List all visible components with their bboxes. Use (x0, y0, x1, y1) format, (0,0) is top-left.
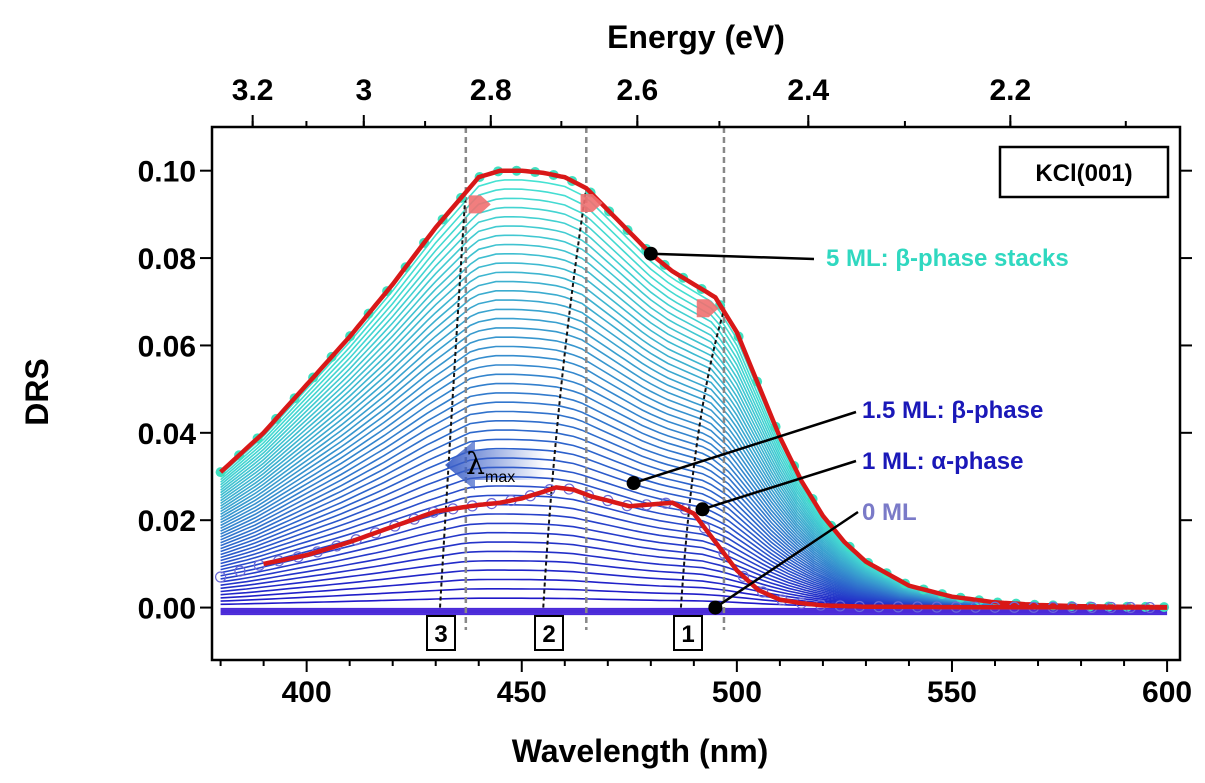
y-tick-label: 0.04 (138, 418, 197, 451)
lambda-max-arrow: λmax (445, 440, 545, 490)
series-5ml-line (219, 168, 1168, 610)
annotation-label: 5 ML: β-phase stacks (826, 245, 1069, 272)
series-1-5ml-line (263, 485, 1168, 610)
annotation-leader (633, 410, 857, 485)
annotation-dot (626, 476, 641, 491)
top-axis-title: Energy (eV) (607, 19, 785, 55)
annotation-label: 1 ML: α-phase (862, 448, 1023, 475)
peak-box (673, 615, 703, 651)
series-1-5ml-point (718, 547, 730, 560)
series-1-5ml-point (234, 565, 246, 577)
energy-tick-label: 2.6 (616, 74, 658, 107)
peak-box (426, 615, 456, 651)
lambda-max-label: λmax (466, 447, 515, 486)
y-tick-label: 0.06 (138, 330, 196, 363)
annotation-dot (695, 502, 710, 517)
peak-track-line (439, 188, 467, 608)
peak-box-label: 1 (681, 621, 694, 648)
x-tick-label: 550 (927, 676, 977, 709)
series-1-5ml-point (737, 570, 749, 582)
series-1-5ml-point (215, 571, 227, 583)
y-tick-label: 0.10 (138, 156, 196, 189)
peak-track-line (679, 310, 725, 608)
peak-shift-marker (580, 194, 603, 213)
annotation-dot (708, 600, 723, 615)
peak-shift-marker (696, 299, 719, 318)
annotations: 5 ML: β-phase stacks 1.5 ML: β-phase 1 ML:… (626, 245, 1069, 615)
annotation-leader (714, 510, 859, 609)
energy-tick-label: 3 (355, 74, 372, 107)
peak-track-line (542, 188, 588, 608)
energy-tick-label: 3.2 (232, 74, 274, 107)
x-tick-label: 500 (712, 676, 762, 709)
spectrum-line (220, 531, 1168, 608)
annotation-dot (643, 246, 658, 261)
spectrum-line (220, 410, 1168, 608)
energy-tick-label: 2.4 (787, 74, 829, 107)
x-tick-label: 450 (497, 676, 547, 709)
peak-box-label: 2 (542, 621, 555, 648)
x-axis-ticks: 400 450 500 550 600 (219, 660, 1192, 709)
annotation-label: 1.5 ML: β-phase (862, 397, 1043, 424)
x-tick-label: 400 (282, 676, 332, 709)
plot-frame (210, 125, 1182, 662)
annotation-leader (702, 459, 857, 511)
substrate-label: KCl(001) (1035, 160, 1132, 187)
x-tick-label: 600 (1142, 676, 1192, 709)
peak-boxes: 3 2 1 (426, 615, 703, 651)
energy-tick-label: 2.8 (470, 74, 512, 107)
peak-box (534, 615, 564, 651)
series-1-5ml-point (699, 522, 711, 534)
series-layer (215, 165, 1170, 614)
annotation-label: 0 ML (862, 499, 917, 526)
y-axis-title: DRS (19, 358, 55, 426)
y-tick-label: 0.08 (138, 243, 196, 276)
y-tick-label: 0.02 (138, 505, 196, 538)
energy-axis-ticks: 3.2 3 2.8 2.6 2.4 2.2 (232, 74, 1127, 127)
energy-tick-label: 2.2 (989, 74, 1031, 107)
peak-box-label: 3 (434, 621, 447, 648)
annotation-leader (650, 252, 815, 261)
y-tick-label: 0.00 (138, 593, 196, 626)
x-axis-title: Wavelength (nm) (512, 733, 769, 769)
substrate-label-box: KCl(001) (998, 145, 1170, 199)
y-axis-ticks: 0.00 0.02 0.04 0.06 0.08 0.10 (138, 156, 1192, 626)
peak-shift-marker (468, 195, 491, 214)
